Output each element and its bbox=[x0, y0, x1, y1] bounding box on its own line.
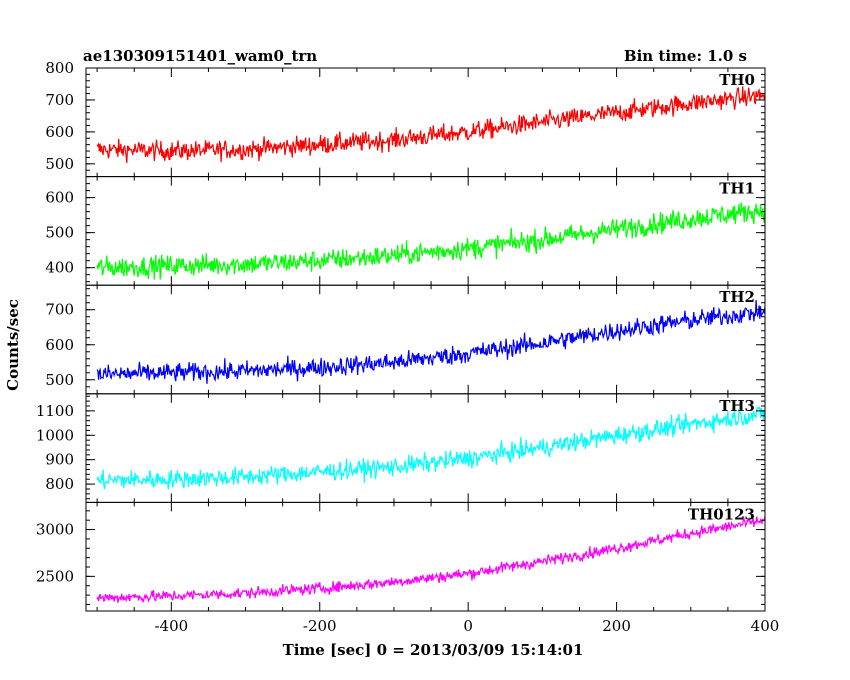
series-label-th2: TH2 bbox=[719, 288, 755, 306]
y-tick-label: 600 bbox=[45, 189, 74, 207]
y-tick-label: 700 bbox=[45, 91, 74, 109]
y-tick-label: 700 bbox=[45, 301, 74, 319]
panels: 500 600 700 800 TH0 400 500 600 TH1 500 600 700 TH2 8… bbox=[36, 59, 780, 635]
panel-th2: 500 600 700 TH2 bbox=[45, 284, 766, 395]
x-tick-label: -400 bbox=[154, 617, 188, 635]
panel-frame bbox=[85, 67, 766, 178]
y-tick-label: 900 bbox=[45, 451, 74, 469]
series-label-th0: TH0 bbox=[719, 71, 755, 89]
panel-th3: 800 900 1000 1100 TH3 bbox=[36, 393, 766, 503]
y-tick-label: 800 bbox=[45, 59, 74, 77]
x-tick-label: -200 bbox=[303, 617, 337, 635]
series-label-th3: TH3 bbox=[719, 397, 755, 415]
series-line-th3 bbox=[96, 406, 765, 490]
x-tick-label: 200 bbox=[602, 617, 631, 635]
panel-frame bbox=[85, 501, 766, 612]
y-tick-label: 500 bbox=[45, 155, 74, 173]
series-line-th1 bbox=[96, 200, 765, 280]
y-axis-label: Counts/sec bbox=[4, 299, 22, 391]
y-tick-label: 1000 bbox=[36, 426, 74, 444]
x-tick-label: 0 bbox=[463, 617, 473, 635]
y-tick-label: 3000 bbox=[36, 521, 74, 539]
chart-title-right: Bin time: 1.0 s bbox=[624, 47, 747, 65]
x-tick-label: 400 bbox=[751, 617, 780, 635]
series-label-th1: TH1 bbox=[719, 180, 755, 198]
series-line-th0 bbox=[96, 86, 765, 163]
panel-th0: 500 600 700 800 TH0 bbox=[45, 59, 766, 178]
panel-th0123: 2500 3000 TH0123 bbox=[36, 501, 766, 612]
series-label-th0123: TH0123 bbox=[688, 505, 755, 523]
y-tick-label: 500 bbox=[45, 224, 74, 242]
x-axis-label: Time [sec] 0 = 2013/03/09 15:14:01 bbox=[283, 641, 584, 659]
y-tick-label: 800 bbox=[45, 475, 74, 493]
panel-th1: 400 500 600 TH1 bbox=[45, 176, 766, 286]
y-tick-label: 1100 bbox=[36, 402, 74, 420]
panel-frame bbox=[85, 284, 766, 395]
y-tick-label: 500 bbox=[45, 371, 74, 389]
y-tick-label: 400 bbox=[45, 259, 74, 277]
chart-title-left: ae130309151401_wam0_trn bbox=[83, 47, 317, 65]
series-line-th0123 bbox=[96, 515, 765, 603]
y-tick-label: 600 bbox=[45, 123, 74, 141]
y-tick-label: 2500 bbox=[36, 567, 74, 585]
y-tick-label: 600 bbox=[45, 336, 74, 354]
series-line-th2 bbox=[96, 299, 765, 384]
